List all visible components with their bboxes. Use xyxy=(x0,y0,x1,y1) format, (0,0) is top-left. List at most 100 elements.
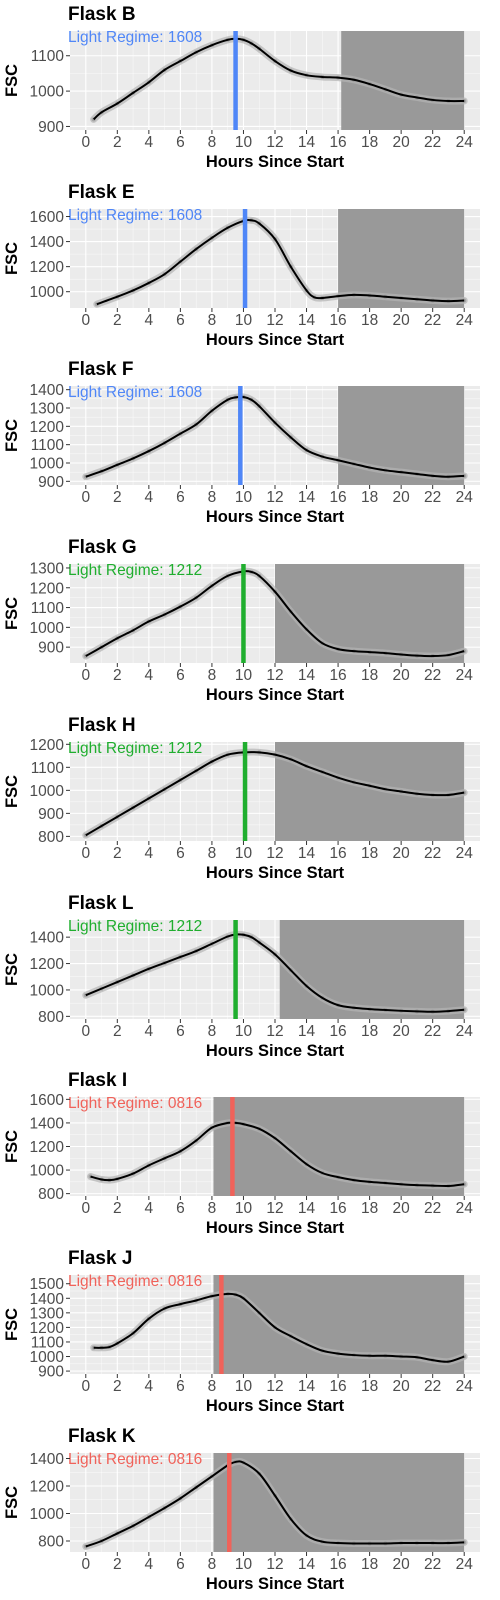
x-tick-label: 22 xyxy=(424,134,441,151)
y-axis-title: FSC xyxy=(3,419,21,452)
y-tick-label: 1300 xyxy=(30,1305,64,1322)
x-tick-label: 12 xyxy=(266,312,283,329)
x-tick-label: 16 xyxy=(329,667,346,684)
y-tick-label: 900 xyxy=(38,640,64,657)
y-tick-label: 1100 xyxy=(31,438,64,455)
y-axis-title: FSC xyxy=(3,597,21,630)
y-tick-label: 1400 xyxy=(30,234,64,251)
x-tick-label: 16 xyxy=(329,1022,346,1039)
y-tick-label: 1200 xyxy=(30,1320,64,1337)
y-tick-label: 1000 xyxy=(30,783,64,800)
y-tick-label: 1100 xyxy=(31,760,64,777)
y-tick-label: 1100 xyxy=(31,600,64,617)
x-tick-label: 16 xyxy=(329,1200,346,1217)
x-tick-label: 0 xyxy=(81,1200,90,1217)
x-tick-label: 14 xyxy=(298,1022,316,1039)
x-tick-label: 10 xyxy=(235,489,252,506)
x-tick-label: 14 xyxy=(298,489,316,506)
x-tick-label: 10 xyxy=(235,1556,252,1573)
x-tick-label: 14 xyxy=(298,1200,316,1217)
x-tick-label: 24 xyxy=(456,1200,474,1217)
x-tick-label: 10 xyxy=(235,1200,252,1217)
x-tick-label: 6 xyxy=(176,667,185,684)
x-tick-label: 4 xyxy=(145,845,154,862)
x-tick-label: 14 xyxy=(298,312,316,329)
x-tick-label: 2 xyxy=(113,845,122,862)
x-tick-label: 14 xyxy=(298,1378,316,1395)
y-tick-label: 1200 xyxy=(30,737,64,754)
series-line xyxy=(92,37,465,121)
x-tick-label: 8 xyxy=(208,1556,217,1573)
x-tick-label: 22 xyxy=(424,667,441,684)
x-tick-label: 20 xyxy=(393,667,410,684)
x-tick-label: 6 xyxy=(176,1378,185,1395)
x-tick-label: 2 xyxy=(113,1556,122,1573)
x-tick-label: 6 xyxy=(176,312,185,329)
x-tick-label: 6 xyxy=(176,489,185,506)
x-tick-label: 16 xyxy=(329,489,346,506)
y-axis-title: FSC xyxy=(3,1486,21,1519)
dark-period-band xyxy=(274,741,465,841)
y-axis-title: FSC xyxy=(3,64,21,97)
x-tick-label: 12 xyxy=(266,845,283,862)
y-tick-label: 900 xyxy=(38,1363,64,1380)
chart-title: Flask J xyxy=(68,1248,132,1269)
x-tick-label: 18 xyxy=(361,1200,378,1217)
chart-title: Flask L xyxy=(68,892,134,913)
x-tick-label: 2 xyxy=(113,1022,122,1039)
x-tick-label: 24 xyxy=(456,489,474,506)
x-tick-label: 8 xyxy=(208,667,217,684)
y-tick-label: 1500 xyxy=(30,1276,64,1293)
x-tick-label: 18 xyxy=(361,1556,378,1573)
y-tick-label: 1000 xyxy=(30,84,64,101)
x-tick-label: 20 xyxy=(393,1022,410,1039)
x-tick-label: 8 xyxy=(208,489,217,506)
x-tick-label: 4 xyxy=(145,1022,154,1039)
y-tick-label: 1000 xyxy=(30,284,64,301)
x-tick-label: 24 xyxy=(456,845,474,862)
light-regime-label: Light Regime: 1212 xyxy=(68,917,202,934)
series-line xyxy=(85,396,465,479)
x-axis-title: Hours Since Start xyxy=(206,1397,345,1415)
x-tick-label: 16 xyxy=(329,1378,346,1395)
y-tick-label: 1400 xyxy=(30,1116,64,1133)
x-tick-label: 6 xyxy=(176,1022,185,1039)
x-tick-label: 14 xyxy=(298,667,316,684)
y-tick-label: 1100 xyxy=(31,48,64,65)
chart-title: Flask H xyxy=(68,715,136,736)
x-tick-label: 10 xyxy=(235,845,252,862)
series-line xyxy=(85,750,465,836)
x-axis-title: Hours Since Start xyxy=(206,864,345,882)
x-tick-label: 2 xyxy=(113,1378,122,1395)
x-tick-label: 8 xyxy=(208,1200,217,1217)
y-tick-label: 800 xyxy=(38,1186,64,1203)
light-regime-label: Light Regime: 1212 xyxy=(68,562,202,579)
x-tick-label: 14 xyxy=(298,845,316,862)
x-tick-label: 8 xyxy=(208,134,217,151)
x-tick-label: 18 xyxy=(361,667,378,684)
x-tick-label: 16 xyxy=(329,134,346,151)
x-tick-label: 16 xyxy=(329,845,346,862)
x-tick-label: 10 xyxy=(235,1378,252,1395)
x-tick-label: 4 xyxy=(145,312,154,329)
y-tick-label: 1000 xyxy=(30,1506,64,1523)
y-tick-label: 900 xyxy=(38,806,64,823)
x-tick-label: 10 xyxy=(235,1022,252,1039)
x-tick-label: 20 xyxy=(393,1200,410,1217)
light-regime-label: Light Regime: 1608 xyxy=(68,384,202,401)
x-axis-title: Hours Since Start xyxy=(206,508,345,526)
x-tick-label: 12 xyxy=(266,134,283,151)
chart-title: Flask I xyxy=(68,1070,127,1091)
x-tick-label: 2 xyxy=(113,489,122,506)
series-line xyxy=(85,570,465,658)
y-axis-title: FSC xyxy=(3,1308,21,1341)
x-tick-label: 10 xyxy=(235,134,252,151)
x-tick-label: 18 xyxy=(361,312,378,329)
y-tick-label: 1000 xyxy=(30,1163,64,1180)
light-regime-label: Light Regime: 0816 xyxy=(68,1273,202,1290)
x-axis-title: Hours Since Start xyxy=(206,153,345,171)
x-tick-label: 22 xyxy=(424,845,441,862)
